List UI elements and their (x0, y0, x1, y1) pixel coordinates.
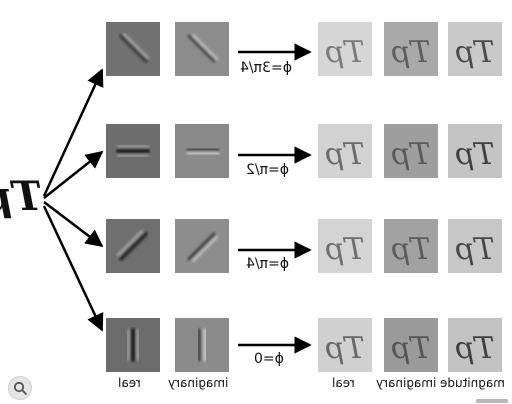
phase-label-3pi4: ϕ=3π/4 (240, 60, 292, 76)
column-label-filter-imaginary: imaginary (168, 376, 229, 390)
svg-text:Tp: Tp (455, 232, 494, 267)
output-magnitude-panel (448, 219, 502, 273)
svg-text:Tp: Tp (325, 137, 364, 172)
branch-arrows (42, 68, 104, 332)
output-real-panel (318, 22, 372, 76)
svg-text:Tp: Tp (325, 232, 364, 267)
output-magnitude-panel (448, 318, 502, 372)
row-phase-0: Tp Tp Tp (106, 318, 502, 372)
output-imaginary-panel (384, 22, 438, 76)
column-label-output-real: real (332, 376, 355, 390)
svg-text:Tp: Tp (325, 331, 364, 366)
branch-arrow-2 (43, 150, 104, 199)
row-phase-pi4: Tp Tp Tp (106, 219, 502, 273)
svg-text:Tp: Tp (391, 232, 430, 267)
output-magnitude-panel (448, 22, 502, 76)
svg-text:Tp: Tp (391, 35, 430, 70)
image-search-button[interactable] (8, 376, 32, 400)
input-glyph: Tp (0, 173, 42, 220)
svg-text:Tp: Tp (325, 35, 364, 70)
scrollbar-thumb[interactable] (476, 399, 508, 403)
svg-text:Tp: Tp (0, 173, 42, 220)
svg-text:Tp: Tp (391, 331, 430, 366)
output-real-panel (318, 318, 372, 372)
filter-imaginary-panel (175, 318, 229, 372)
output-real-panel (318, 219, 372, 273)
output-real-panel (318, 124, 372, 178)
branch-arrow-1 (42, 68, 104, 197)
svg-text:Tp: Tp (455, 35, 494, 70)
branch-arrow-3 (43, 201, 104, 248)
svg-text:Tp: Tp (391, 137, 430, 172)
output-imaginary-panel (384, 318, 438, 372)
svg-text:Tp: Tp (455, 331, 494, 366)
phase-label-pi4: ϕ=π/4 (246, 256, 290, 272)
phase-label-0: ϕ=0 (254, 351, 284, 367)
image-search-lens-icon (13, 381, 27, 395)
output-magnitude-panel (448, 124, 502, 178)
row-phase-3pi4: Tp Tp Tp (106, 22, 502, 76)
row-phase-pi2: Tp Tp Tp (106, 124, 502, 178)
svg-text:Tp: Tp (455, 137, 494, 172)
column-label-output-imaginary: imaginary (376, 376, 437, 390)
output-imaginary-panel (384, 219, 438, 273)
branch-arrow-4 (42, 205, 104, 332)
column-label-output-magnitude: magnitude (440, 376, 505, 390)
output-imaginary-panel (384, 124, 438, 178)
column-label-filter-real: real (118, 376, 141, 390)
filter-imaginary-panel (175, 124, 229, 178)
phase-label-pi2: ϕ=π/2 (246, 162, 290, 178)
